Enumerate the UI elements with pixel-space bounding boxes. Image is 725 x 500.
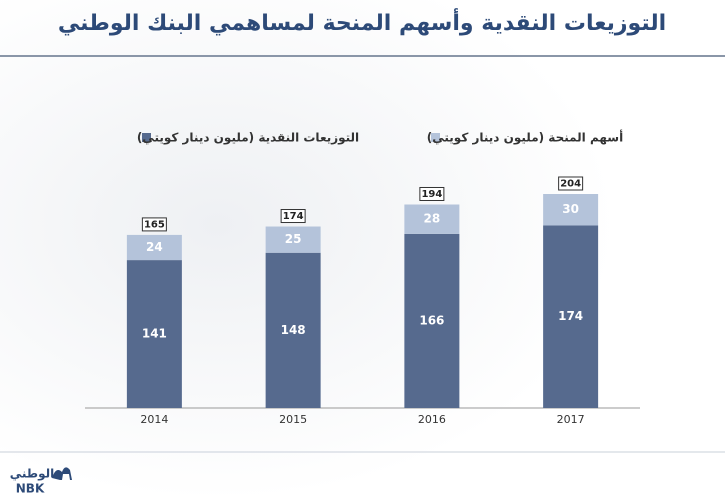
- bar-segment: [404, 204, 460, 234]
- value-label: 174: [558, 309, 583, 323]
- value-label: 141: [142, 327, 167, 341]
- legend-swatch: [142, 133, 151, 142]
- x-tick-label: 2015: [279, 413, 307, 426]
- total-box: [419, 186, 445, 201]
- logo-icon: [52, 467, 72, 480]
- total-label: 174: [283, 211, 304, 222]
- value-label: 166: [419, 313, 444, 327]
- bar-segment: [404, 233, 460, 408]
- legend-swatch: [431, 133, 440, 142]
- value-label: 25: [285, 232, 302, 246]
- chart-title: التوزيعات النقدية وأسهم المنحة لمساهمي ا…: [58, 7, 666, 36]
- total-label: 165: [144, 219, 165, 230]
- bar-segment: [265, 226, 321, 253]
- total-box: [280, 209, 306, 224]
- total-box: [141, 217, 167, 232]
- x-tick-label: 2017: [557, 413, 585, 426]
- value-label: 148: [281, 323, 306, 337]
- bar-segment: [543, 225, 599, 408]
- total-label: 194: [421, 189, 442, 200]
- total-label: 204: [560, 179, 581, 190]
- legend-label: أسهم المنحة (مليون دينار كويتي): [427, 130, 623, 146]
- x-tick-label: 2014: [140, 413, 168, 426]
- value-label: 30: [562, 202, 579, 216]
- bar-segment: [265, 252, 321, 408]
- bar-segment: [126, 260, 182, 408]
- bar-segment: [126, 234, 182, 261]
- total-box: [558, 176, 584, 191]
- value-label: 28: [424, 212, 441, 226]
- bar-segment: [543, 194, 599, 226]
- logo-latin: NBK: [16, 482, 45, 496]
- logo-arabic: الوطني: [10, 467, 54, 482]
- legend-label: التوزيعات النقدية (مليون دينار كويتي): [137, 131, 359, 146]
- value-label: 24: [146, 240, 163, 254]
- x-tick-label: 2016: [418, 413, 446, 426]
